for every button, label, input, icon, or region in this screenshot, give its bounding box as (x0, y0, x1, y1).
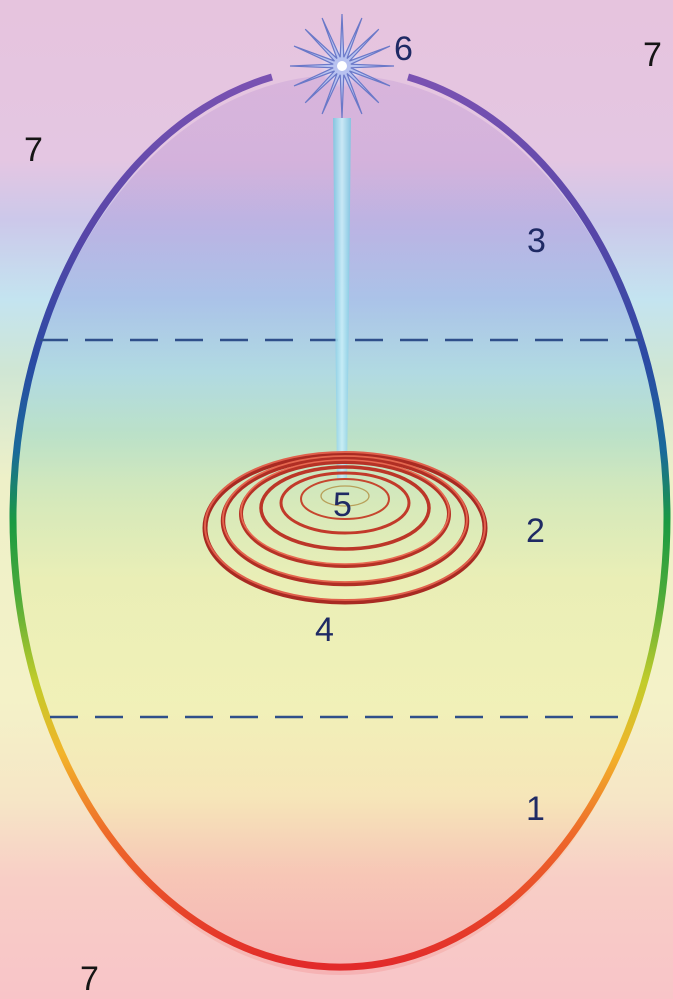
label-3: 3 (527, 222, 546, 260)
label-7-bottom-left: 7 (80, 960, 99, 998)
label-6: 6 (394, 30, 413, 68)
spiral-ring (300, 478, 390, 520)
label-7-top-left: 7 (24, 131, 43, 169)
light-beam (333, 118, 351, 480)
label-5: 5 (333, 486, 352, 524)
star-icon (289, 13, 395, 119)
label-1: 1 (526, 790, 545, 828)
label-7-top-right: 7 (643, 36, 662, 74)
label-2: 2 (526, 512, 545, 550)
spiral-ring (279, 471, 411, 535)
spiral-rings (202, 451, 488, 605)
spiral-ring (320, 485, 370, 507)
aura-egg-outline (9, 73, 671, 971)
spiral-ring (259, 465, 431, 551)
label-4: 4 (315, 611, 334, 649)
aura-egg-fill (13, 75, 667, 975)
